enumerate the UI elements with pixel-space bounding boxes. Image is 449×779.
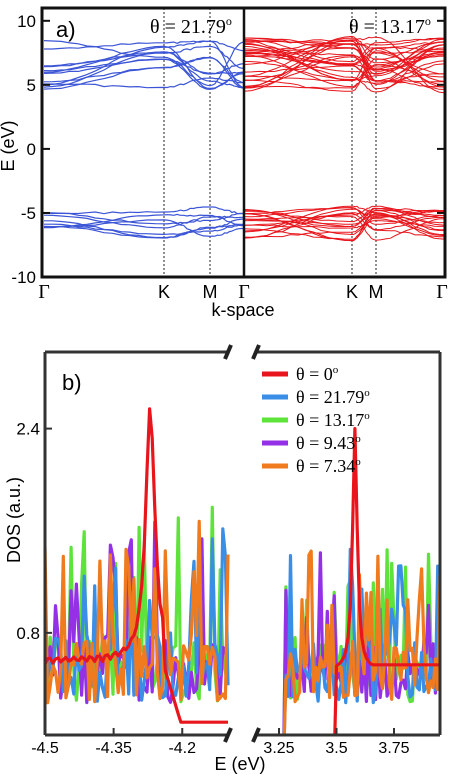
- band-line: [43, 223, 244, 239]
- y-tick-label: 5: [27, 76, 36, 95]
- band-line: [243, 205, 445, 235]
- band-line: [43, 51, 244, 89]
- legend: θ = 0o θ = 21.79o θ = 13.17o θ = 9.43o θ = 7…: [262, 364, 370, 476]
- k-point-label: M: [203, 282, 218, 302]
- band-line: [243, 37, 445, 46]
- band-line: [243, 215, 445, 225]
- panel-a-xlabel: k-space: [211, 300, 274, 320]
- legend-entry: θ = 21.79o: [296, 387, 370, 407]
- band-line: [44, 40, 245, 52]
- y-tick-label: -10: [11, 268, 36, 287]
- band-line: [44, 219, 244, 238]
- band-line: [44, 213, 244, 229]
- band-line: [243, 205, 445, 226]
- dos-panel: 0.8 2.4 -4.5 -4.35 -4.2 3.25 3.5 3.75 b) DOS (a…: [4, 344, 442, 774]
- k-point-label: M: [369, 282, 384, 302]
- y-tick-label: 2.4: [16, 420, 40, 439]
- panel-b-xlabel: E (eV): [214, 754, 265, 774]
- x-tick-label: -4.5: [31, 740, 59, 757]
- x-tick-label: 3.5: [325, 740, 347, 757]
- band-line: [43, 51, 245, 75]
- dos-series-line: [45, 407, 228, 724]
- dos-series-line: [45, 519, 230, 705]
- band-line: [243, 208, 445, 239]
- dos-series-line: [282, 549, 439, 734]
- dos-series-line: [333, 427, 439, 734]
- legend-entry: θ = 0o: [296, 364, 339, 384]
- x-tick-label: -4.35: [95, 740, 132, 757]
- band-line: [243, 209, 445, 242]
- x-tick-label: 3.75: [378, 740, 409, 757]
- x-tick-label: -4.2: [168, 740, 196, 757]
- legend-entry: θ = 9.43o: [296, 433, 361, 453]
- legend-entry: θ = 7.34o: [296, 456, 361, 476]
- subpanel-left-label: θ = 21.79o: [150, 14, 232, 38]
- band-line: [43, 40, 245, 87]
- band-line: [44, 206, 245, 215]
- k-point-label: Γ: [436, 281, 448, 303]
- band-line: [243, 56, 445, 90]
- band-line: [243, 40, 445, 81]
- band-line: [43, 58, 245, 90]
- panel-a-label: a): [56, 17, 76, 42]
- band-line: [43, 212, 245, 225]
- band-line: [43, 45, 245, 69]
- band-line: [243, 58, 445, 89]
- panel-a-ylabel: E (eV): [0, 120, 18, 171]
- subpanel-right-label: θ = 13.17o: [349, 14, 431, 38]
- band-line: [243, 54, 445, 83]
- band-line: [243, 52, 445, 88]
- axis-break-marks: [223, 344, 261, 743]
- band-line: [43, 57, 245, 84]
- band-line: [243, 215, 445, 241]
- band-line: [243, 42, 445, 82]
- x-tick-label: 3.25: [263, 740, 294, 757]
- panel-b-ylabel: DOS (a.u.): [4, 477, 24, 563]
- k-point-label: Γ: [38, 281, 50, 303]
- legend-entry: θ = 13.17o: [296, 410, 370, 430]
- band-line: [243, 212, 444, 239]
- k-point-label: K: [346, 282, 358, 302]
- y-tick-label: 0: [27, 140, 36, 159]
- band-line: [244, 207, 445, 225]
- y-tick-label: 0.8: [16, 624, 40, 643]
- k-point-label: K: [158, 282, 170, 302]
- y-tick-label: -5: [21, 204, 36, 223]
- band-line: [243, 55, 445, 71]
- k-point-label: Γ: [238, 281, 250, 303]
- band-line: [243, 43, 444, 72]
- panel-b-label: b): [62, 370, 82, 395]
- y-tick-label: 10: [17, 12, 36, 31]
- band-line: [243, 43, 445, 88]
